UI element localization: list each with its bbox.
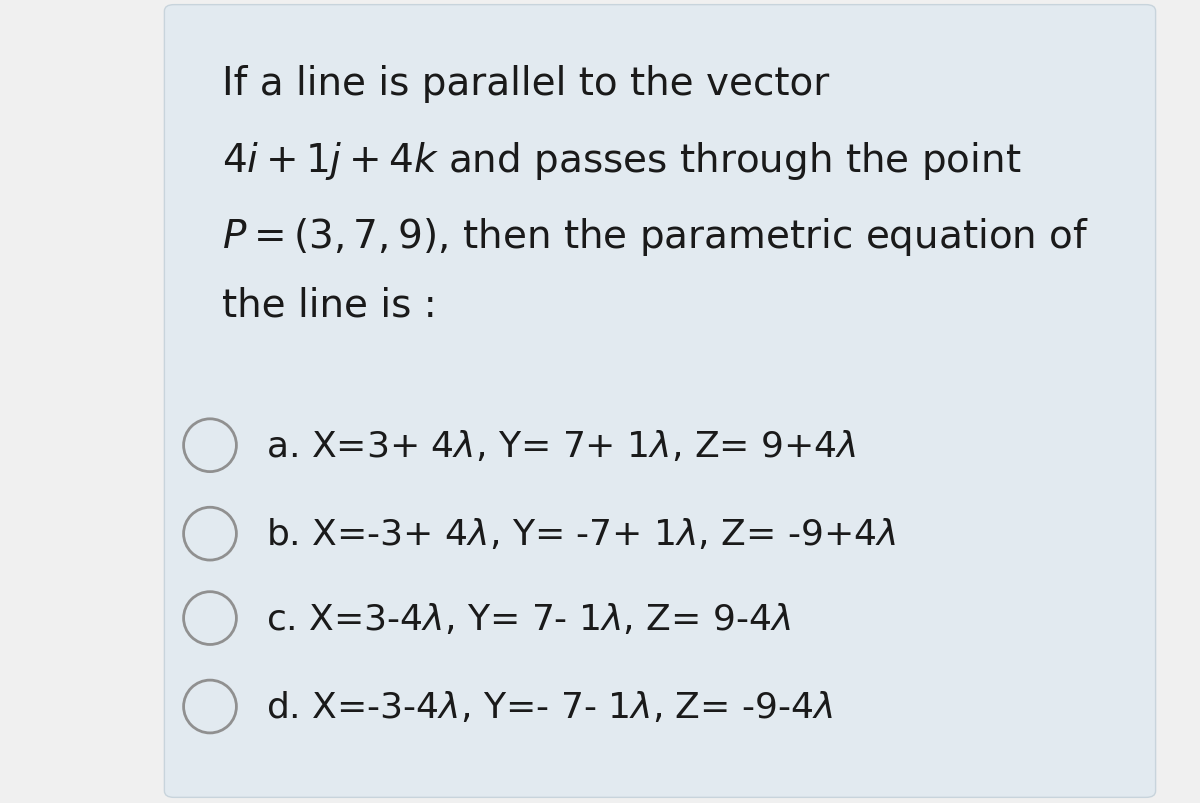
- Text: If a line is parallel to the vector: If a line is parallel to the vector: [222, 65, 829, 104]
- Ellipse shape: [184, 592, 236, 645]
- Text: b. X=-3+ 4$\lambda$, Y= -7+ 1$\lambda$, Z= -9+4$\lambda$: b. X=-3+ 4$\lambda$, Y= -7+ 1$\lambda$, …: [266, 516, 896, 552]
- Ellipse shape: [184, 419, 236, 472]
- Text: $P = (3, 7, 9)$, then the parametric equation of: $P = (3, 7, 9)$, then the parametric equ…: [222, 216, 1090, 258]
- Ellipse shape: [184, 680, 236, 733]
- Text: c. X=3-4$\lambda$, Y= 7- 1$\lambda$, Z= 9-4$\lambda$: c. X=3-4$\lambda$, Y= 7- 1$\lambda$, Z= …: [266, 601, 791, 636]
- Text: $4i + 1j + 4k$ and passes through the point: $4i + 1j + 4k$ and passes through the po…: [222, 140, 1021, 181]
- Ellipse shape: [184, 507, 236, 560]
- Text: the line is :: the line is :: [222, 286, 437, 324]
- Text: a. X=3+ 4$\lambda$, Y= 7+ 1$\lambda$, Z= 9+4$\lambda$: a. X=3+ 4$\lambda$, Y= 7+ 1$\lambda$, Z=…: [266, 428, 857, 463]
- Text: d. X=-3-4$\lambda$, Y=- 7- 1$\lambda$, Z= -9-4$\lambda$: d. X=-3-4$\lambda$, Y=- 7- 1$\lambda$, Z…: [266, 689, 834, 724]
- FancyBboxPatch shape: [164, 6, 1156, 797]
